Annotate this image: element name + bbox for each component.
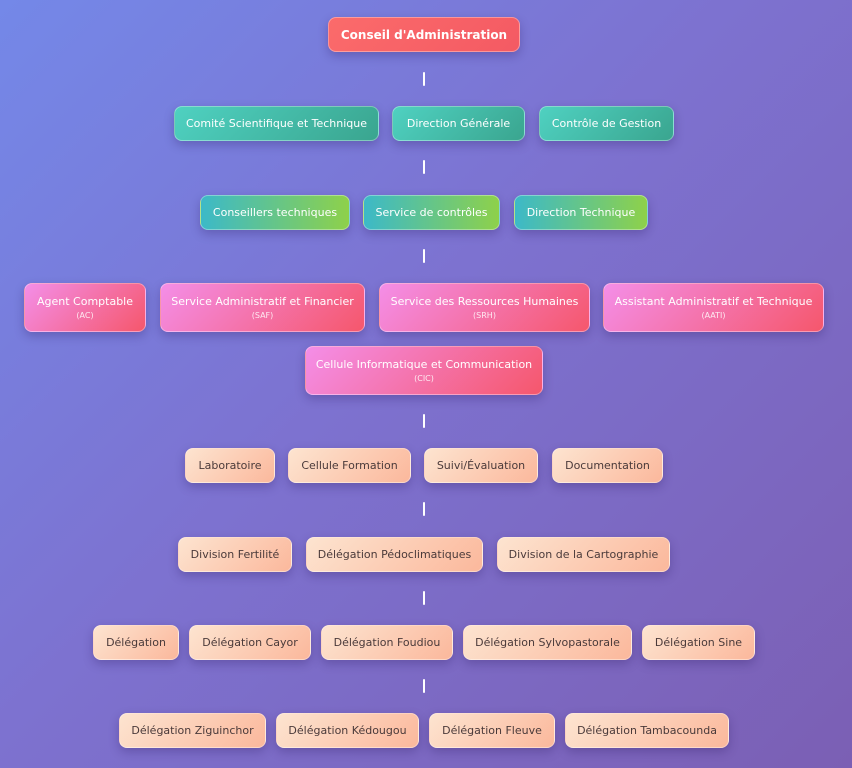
node-delegation-cayor[interactable]: Délégation Cayor [189,625,311,660]
node-delegation-tambacounda[interactable]: Délégation Tambacounda [565,713,729,748]
node-label: Division de la Cartographie [508,548,659,561]
node-label: Conseil d'Administration [340,27,508,42]
node-service-administratif-financier[interactable]: Service Administratif et Financier (SAF) [160,283,365,332]
node-abbreviation: (SAF) [251,311,274,320]
node-label: Agent Comptable [36,295,134,308]
node-conseillers-techniques[interactable]: Conseillers techniques [200,195,350,230]
node-division-fertilite[interactable]: Division Fertilité [178,537,292,572]
node-label: Délégation Sylvopastorale [475,636,620,649]
node-service-controles[interactable]: Service de contrôles [363,195,500,230]
node-label: Délégation Kédougou [288,724,407,737]
node-label: Documentation [565,459,650,472]
node-label: Cellule Informatique et Communication [315,358,533,371]
node-label: Contrôle de Gestion [551,117,662,130]
node-label: Direction Générale [406,117,511,130]
node-controle-gestion[interactable]: Contrôle de Gestion [539,106,674,141]
node-label: Division Fertilité [190,548,280,561]
node-delegation-pedoclimatiques[interactable]: Délégation Pédoclimatiques [306,537,483,572]
node-laboratoire[interactable]: Laboratoire [185,448,275,483]
node-abbreviation: (SRH) [473,311,496,320]
node-label: Laboratoire [198,459,262,472]
connector-line [423,679,425,693]
connector-line [423,502,425,516]
node-service-ressources-humaines[interactable]: Service des Ressources Humaines (SRH) [379,283,590,332]
node-label: Assistant Administratif et Technique [614,295,813,308]
node-label: Service de contrôles [375,206,488,219]
connector-line [423,160,425,174]
node-label: Service des Ressources Humaines [390,295,579,308]
node-label: Délégation [106,636,166,649]
node-label: Délégation Tambacounda [577,724,717,737]
node-label: Conseillers techniques [212,206,338,219]
node-delegation[interactable]: Délégation [93,625,179,660]
node-assistant-administratif-technique[interactable]: Assistant Administratif et Technique (AA… [603,283,824,332]
node-cellule-informatique[interactable]: Cellule Informatique et Communication (C… [305,346,543,395]
node-label: Comité Scientifique et Technique [185,117,368,130]
node-label: Délégation Foudiou [333,636,441,649]
node-label: Délégation Pédoclimatiques [317,548,472,561]
node-label: Cellule Formation [301,459,398,472]
node-delegation-kedougou[interactable]: Délégation Kédougou [276,713,419,748]
node-label: Suivi/Évaluation [436,459,526,472]
node-label: Délégation Sine [654,636,743,649]
node-agent-comptable[interactable]: Agent Comptable (AC) [24,283,146,332]
node-label: Service Administratif et Financier [171,295,354,308]
node-direction-technique[interactable]: Direction Technique [514,195,648,230]
node-comite-scientifique[interactable]: Comité Scientifique et Technique [174,106,379,141]
connector-line [423,414,425,428]
node-abbreviation: (AATI) [701,311,726,320]
connector-line [423,249,425,263]
node-direction-generale[interactable]: Direction Générale [392,106,525,141]
node-label: Délégation Fleuve [442,724,542,737]
node-conseil-administration[interactable]: Conseil d'Administration [328,17,520,52]
node-abbreviation: (AC) [76,311,94,320]
node-delegation-foudiou[interactable]: Délégation Foudiou [321,625,453,660]
node-abbreviation: (CIC) [414,374,434,383]
node-label: Délégation Cayor [202,636,298,649]
node-division-cartographie[interactable]: Division de la Cartographie [497,537,670,572]
node-suivi-evaluation[interactable]: Suivi/Évaluation [424,448,538,483]
node-delegation-fleuve[interactable]: Délégation Fleuve [429,713,555,748]
node-delegation-ziguinchor[interactable]: Délégation Ziguinchor [119,713,266,748]
node-label: Direction Technique [526,206,636,219]
connector-line [423,72,425,86]
node-label: Délégation Ziguinchor [131,724,254,737]
node-documentation[interactable]: Documentation [552,448,663,483]
node-cellule-formation[interactable]: Cellule Formation [288,448,411,483]
node-delegation-sine[interactable]: Délégation Sine [642,625,755,660]
node-delegation-sylvopastorale[interactable]: Délégation Sylvopastorale [463,625,632,660]
connector-line [423,591,425,605]
